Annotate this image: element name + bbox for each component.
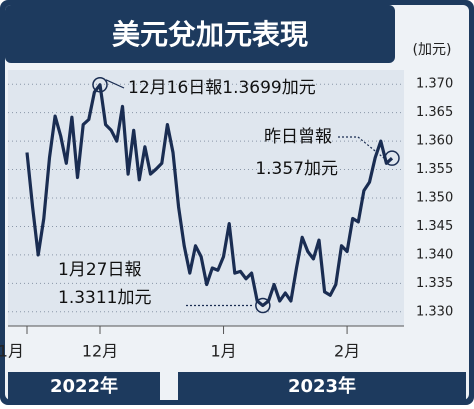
y-tick-label: 1.350 xyxy=(416,191,453,206)
leader-line xyxy=(338,136,385,159)
leader-line xyxy=(105,79,125,89)
y-tick-label: 1.370 xyxy=(416,77,453,92)
year-bar xyxy=(178,372,466,400)
highlight-point xyxy=(384,150,400,166)
x-tick-label: 11月 xyxy=(0,342,24,361)
y-tick-label: 1.340 xyxy=(416,247,453,262)
year-label: 2022年 xyxy=(50,375,118,397)
data-line xyxy=(25,83,394,308)
y-tick-label: 1.355 xyxy=(416,162,453,177)
y-tick-label: 1.330 xyxy=(416,304,453,319)
title-tab xyxy=(5,5,395,63)
y-tick-label: 1.360 xyxy=(416,134,453,149)
y-tick-label: 1.365 xyxy=(416,105,453,120)
year-bar xyxy=(8,372,160,400)
highlight-point xyxy=(255,297,271,314)
annotation: 1.357加元 xyxy=(255,159,338,179)
chart-title: 美元兌加元表現 xyxy=(112,18,308,51)
annotation: 1月27日報 xyxy=(58,260,141,280)
y-tick-label: 1.345 xyxy=(416,219,453,234)
x-tick-label: 1月 xyxy=(210,342,236,361)
annotation: 昨日曾報 xyxy=(264,127,332,147)
annotation: 1.3311加元 xyxy=(58,288,151,308)
x-tick-label: 2月 xyxy=(334,342,360,361)
highlight-point xyxy=(92,77,108,93)
year-label: 2023年 xyxy=(288,375,356,397)
y-tick-label: 1.335 xyxy=(416,276,453,291)
x-tick-label: 12月 xyxy=(82,342,118,361)
y-unit-label: (加元) xyxy=(413,42,452,58)
annotation: 12月16日報1.3699加元 xyxy=(128,78,316,98)
